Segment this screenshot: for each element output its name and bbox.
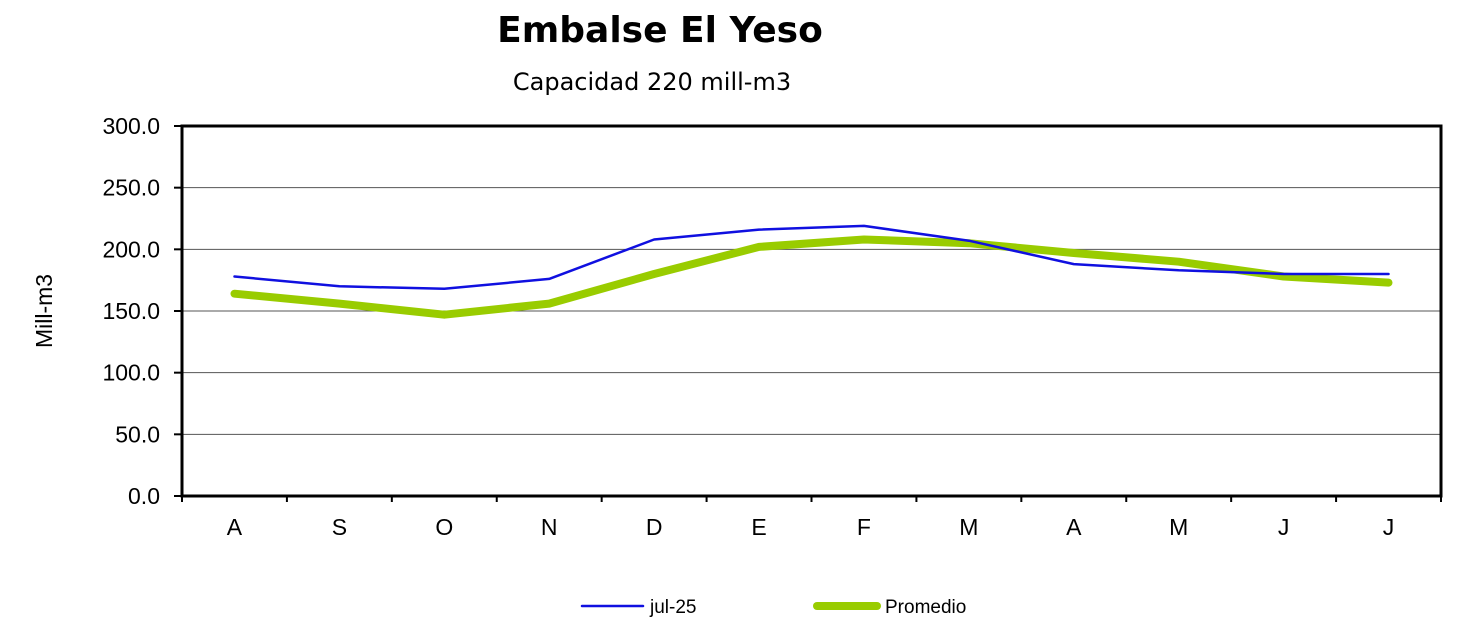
y-tick-label: 250.0 bbox=[102, 175, 160, 201]
legend-label: jul-25 bbox=[649, 597, 696, 618]
y-tick-label: 200.0 bbox=[102, 236, 160, 262]
y-tick-label: 100.0 bbox=[102, 360, 160, 386]
x-tick-label: O bbox=[435, 514, 453, 540]
plot-frame bbox=[180, 124, 1443, 498]
x-tick-label: M bbox=[1169, 514, 1188, 540]
x-tick-label: A bbox=[227, 514, 243, 540]
x-tick-label: A bbox=[1066, 514, 1082, 540]
x-tick-label: F bbox=[857, 514, 871, 540]
axis-ticks bbox=[174, 125, 1442, 502]
x-tick-label: E bbox=[751, 514, 766, 540]
series-lines bbox=[230, 224, 1393, 319]
x-tick-label: N bbox=[541, 514, 558, 540]
chart-title: Embalse El Yeso bbox=[497, 10, 823, 51]
gridlines bbox=[182, 187, 1441, 435]
x-tick-label: J bbox=[1278, 514, 1290, 540]
y-tick-label: 0.0 bbox=[128, 483, 160, 509]
legend: jul-25 Promedio bbox=[580, 597, 966, 618]
y-tick-label: 300.0 bbox=[102, 113, 160, 139]
x-tick-label: D bbox=[646, 514, 663, 540]
x-tick-label: S bbox=[332, 514, 347, 540]
x-tick-label: J bbox=[1383, 514, 1395, 540]
y-tick-label: 50.0 bbox=[115, 421, 160, 447]
series-line-1 bbox=[230, 235, 1393, 319]
chart-subtitle: Capacidad 220 mill-m3 bbox=[512, 68, 792, 96]
x-tick-label: M bbox=[959, 514, 978, 540]
y-tick-label: 150.0 bbox=[102, 298, 160, 324]
series-line-0 bbox=[233, 224, 1390, 291]
y-tick-labels: 0.0 50.0 100.0 150.0 200.0 250.0 300.0 bbox=[102, 113, 160, 509]
y-axis-label: Mill-m3 bbox=[31, 274, 57, 348]
legend-label: Promedio bbox=[885, 597, 966, 618]
